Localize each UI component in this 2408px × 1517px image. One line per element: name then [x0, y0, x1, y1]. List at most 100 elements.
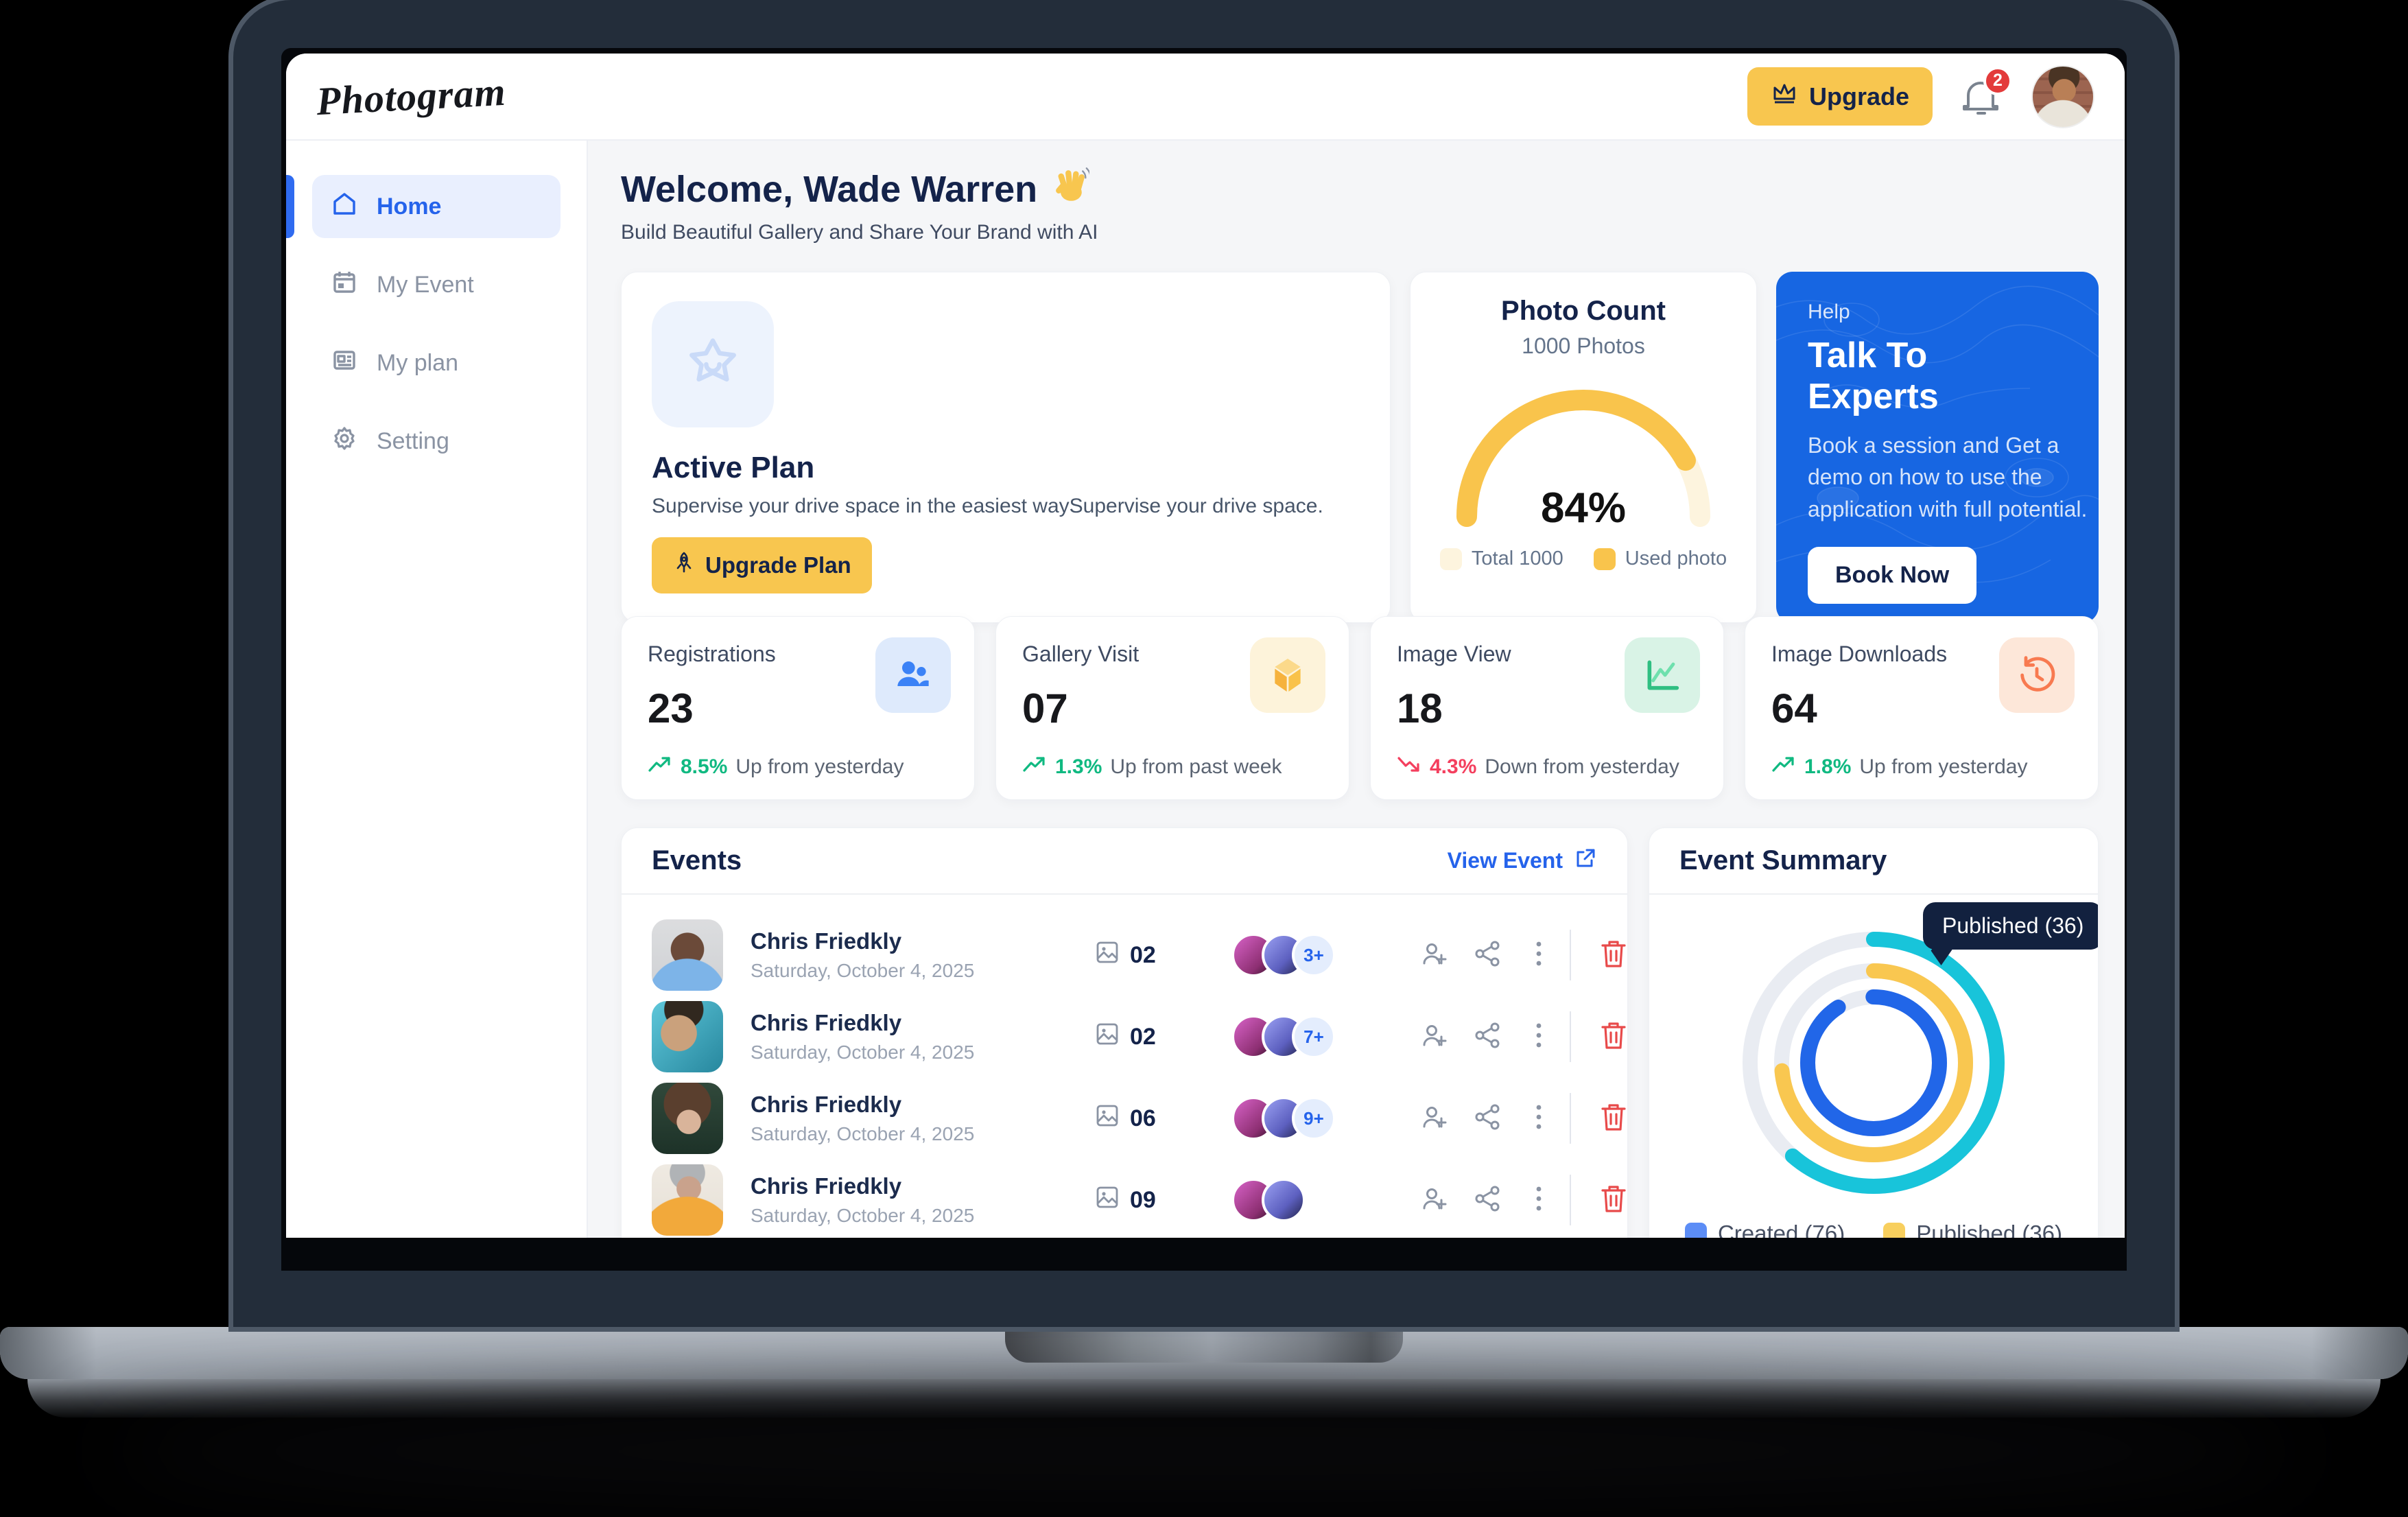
trend-down-icon: [1397, 754, 1421, 780]
home-icon: [330, 189, 359, 224]
active-plan-card: Active Plan Supervise your drive space i…: [621, 272, 1391, 623]
contour-pattern: [1776, 285, 2099, 583]
event-row[interactable]: Chris Friedkly Saturday, October 4, 2025…: [652, 1083, 1626, 1154]
stat-card-image-view: Image View 18 4.: [1370, 616, 1724, 800]
events-title: Events: [652, 845, 742, 875]
event-row[interactable]: Chris Friedkly Saturday, October 4, 2025…: [652, 919, 1626, 991]
top-bar: Photogram Upgrade 2: [286, 54, 2125, 141]
stat-card-image-downloads: Image Downloads 64 1.8%: [1745, 616, 2099, 800]
photo-count-subtitle: 1000 Photos: [1522, 333, 1645, 358]
event-thumbnail: [652, 1164, 723, 1236]
sidebar-item-my-event[interactable]: My Event: [312, 253, 560, 316]
more-options-icon[interactable]: [1534, 1184, 1544, 1217]
legend-created: Created (76): [1684, 1221, 1845, 1238]
participants-more-badge: 9+: [1292, 1096, 1336, 1140]
active-indicator: [286, 175, 294, 238]
event-summary-donut: [1716, 905, 2031, 1224]
event-row[interactable]: Chris Friedkly Saturday, October 4, 2025…: [652, 1164, 1626, 1236]
more-options-icon[interactable]: [1534, 939, 1544, 972]
user-avatar[interactable]: [2031, 64, 2094, 128]
help-body: Book a session and Get a demo on how to …: [1808, 433, 2088, 521]
history-clock-icon: [1999, 637, 2075, 713]
app-logo: Photogram: [315, 69, 508, 124]
photo-count-card: Photo Count 1000 Photos 84% Total 1000: [1410, 272, 1757, 623]
add-user-icon[interactable]: [1419, 1020, 1449, 1054]
upgrade-plan-button[interactable]: Upgrade Plan: [652, 537, 872, 593]
view-event-link[interactable]: View Event: [1448, 847, 1597, 875]
trend-up-icon: [648, 754, 672, 780]
talk-to-experts-card: Help Talk To Experts Book a session and …: [1776, 272, 2099, 623]
published-swatch: [1883, 1223, 1906, 1238]
users-icon: [875, 637, 951, 713]
delete-icon[interactable]: [1598, 1182, 1629, 1219]
gear-icon: [330, 424, 359, 459]
delete-icon[interactable]: [1598, 1101, 1629, 1137]
laptop-trackpad-notch: [1005, 1327, 1403, 1363]
event-summary-title: Event Summary: [1679, 845, 1887, 875]
trend-up-icon: [1771, 754, 1796, 780]
image-icon: [1094, 939, 1120, 972]
help-eyebrow: Help: [1808, 301, 1850, 323]
active-plan-title: Active Plan: [652, 451, 815, 484]
notification-bell[interactable]: 2: [1963, 66, 2012, 117]
events-card: Events View Event: [621, 827, 1628, 1238]
external-link-icon: [1574, 847, 1597, 875]
add-user-icon[interactable]: [1419, 1102, 1449, 1136]
more-options-icon[interactable]: [1534, 1020, 1544, 1054]
share-icon[interactable]: [1474, 1184, 1502, 1216]
plan-icon: [330, 346, 359, 381]
used-swatch: [1593, 548, 1616, 570]
divider: [1570, 1093, 1571, 1144]
add-user-icon[interactable]: [1419, 939, 1449, 972]
page-title: Welcome, Wade Warren: [621, 165, 2099, 213]
help-title: Talk To Experts: [1808, 336, 1939, 416]
main-content: Welcome, Wade Warren: [588, 141, 2125, 1238]
more-options-icon[interactable]: [1534, 1102, 1544, 1136]
legend-published: Published (36): [1883, 1221, 2062, 1238]
participants: 7+: [1231, 1015, 1336, 1059]
event-thumbnail: [652, 1083, 723, 1154]
sidebar-item-home[interactable]: Home: [286, 175, 560, 238]
laptop-shadow: [103, 1400, 2305, 1503]
calendar-icon: [330, 268, 359, 303]
sidebar-item-setting[interactable]: Setting: [312, 410, 560, 473]
created-swatch: [1684, 1223, 1707, 1238]
rocket-icon: [672, 551, 696, 580]
image-icon: [1094, 1103, 1120, 1135]
event-row[interactable]: Chris Friedkly Saturday, October 4, 2025…: [652, 1001, 1626, 1072]
image-icon: [1094, 1021, 1120, 1053]
event-thumbnail: [652, 919, 723, 991]
upgrade-button[interactable]: Upgrade: [1747, 67, 1933, 126]
crown-icon: [1771, 81, 1798, 112]
wave-hand-icon: [1051, 165, 1091, 213]
stat-card-registrations: Registrations 23: [621, 616, 975, 800]
photo-count-title: Photo Count: [1501, 296, 1666, 326]
active-plan-description: Supervise your drive space in the easies…: [652, 495, 1323, 517]
total-swatch: [1439, 548, 1462, 570]
participants-more-badge: 7+: [1292, 1015, 1336, 1059]
add-user-icon[interactable]: [1419, 1184, 1449, 1217]
delete-icon[interactable]: [1598, 937, 1629, 974]
book-now-button[interactable]: Book Now: [1808, 547, 1977, 604]
trend-up-icon: [1022, 754, 1047, 780]
share-icon[interactable]: [1474, 939, 1502, 972]
app-window: Photogram Upgrade 2: [286, 54, 2125, 1238]
divider: [1570, 1011, 1571, 1062]
share-icon[interactable]: [1474, 1021, 1502, 1053]
sidebar: Home My Event My plan: [286, 141, 588, 1238]
sidebar-item-my-plan[interactable]: My plan: [312, 331, 560, 395]
participants: 9+: [1231, 1096, 1336, 1140]
image-icon: [1094, 1184, 1120, 1216]
divider: [1570, 930, 1571, 980]
page-subtitle: Build Beautiful Gallery and Share Your B…: [621, 221, 1098, 244]
star-icon: [689, 338, 736, 382]
event-thumbnail: [652, 1001, 723, 1072]
cube-icon: [1250, 637, 1325, 713]
share-icon[interactable]: [1474, 1103, 1502, 1135]
delete-icon[interactable]: [1598, 1019, 1629, 1055]
notification-badge: 2: [1983, 66, 2012, 95]
participant-avatar: [1262, 1178, 1306, 1222]
participants: [1231, 1178, 1336, 1222]
chart-tooltip: Published (36): [1923, 902, 2098, 950]
event-summary-card: Event Summary: [1649, 827, 2099, 1238]
